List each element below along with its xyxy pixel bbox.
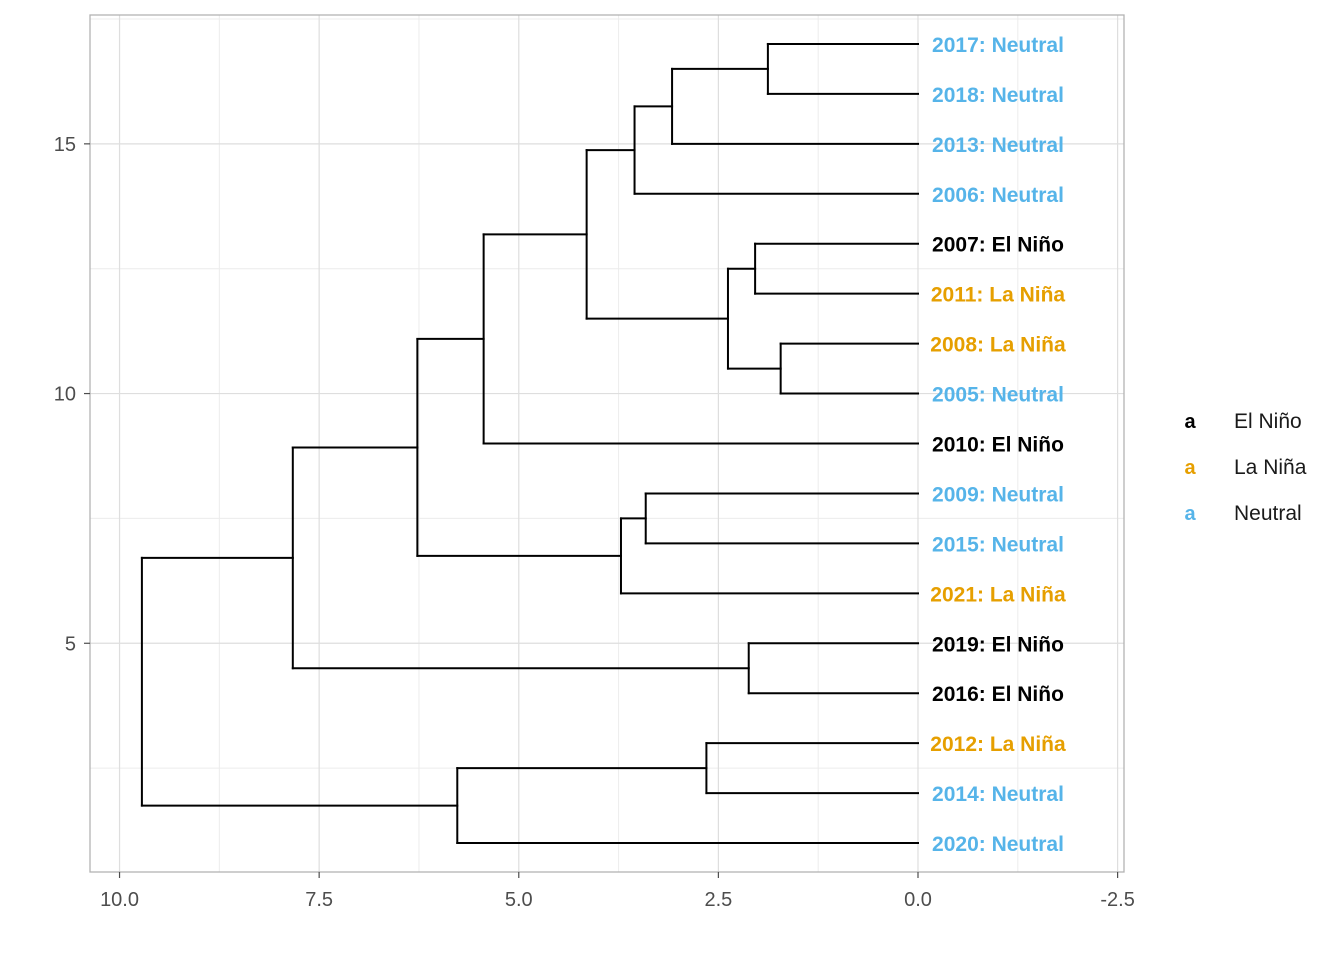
leaf-label: 2016: El Niño [932,683,1064,706]
x-tick-label: 0.0 [904,889,932,911]
legend-entry-label: La Niña [1234,456,1307,479]
leaf-labels: 2017: Neutral 2018: Neutral 2013: Neutral 2… [930,34,1066,856]
x-tick-label: 7.5 [305,889,333,911]
leaf-label: 2012: La Niña [930,733,1066,756]
y-tick-label: 10 [54,384,76,406]
leaf-label: 2009: Neutral [932,483,1064,506]
leaf-label: 2007: El Niño [932,234,1064,257]
leaf-label: 2020: Neutral [932,833,1064,856]
x-axis: 10.0 7.5 5.0 2.5 0.0 -2.5 [100,872,1135,911]
x-tick-label: 5.0 [505,889,533,911]
leaf-label: 2006: Neutral [932,184,1064,207]
leaf-label: 2008: La Niña [930,334,1066,357]
panel-border [89,14,1125,873]
x-tick-label: 2.5 [704,889,732,911]
leaf-label: 2015: Neutral [932,533,1064,556]
leaf-label: 2011: La Niña [931,284,1066,307]
leaf-label: 2013: Neutral [932,134,1064,157]
x-tick-label: 10.0 [100,889,139,911]
y-tick-label: 5 [65,633,76,655]
leaf-label: 2019: El Niño [932,633,1064,656]
legend-entry-label: El Niño [1234,410,1302,433]
dendrogram-branches [140,42,919,845]
leaf-label: 2018: Neutral [932,84,1064,107]
legend-key-glyph: a [1184,503,1196,525]
y-axis: 5 10 15 [54,134,90,655]
legend-key-glyph: a [1184,411,1196,433]
leaf-label: 2014: Neutral [932,783,1064,806]
leaf-label: 2005: Neutral [932,384,1064,407]
leaf-label: 2017: Neutral [932,34,1064,57]
x-tick-label: -2.5 [1100,889,1134,911]
legend: a El Niño a La Niña a Neutral [1184,410,1306,525]
legend-key-glyph: a [1184,457,1196,479]
leaf-label: 2010: El Niño [932,434,1064,457]
leaf-label: 2021: La Niña [930,583,1066,606]
y-tick-label: 15 [54,134,76,156]
legend-entry-label: Neutral [1234,502,1302,525]
